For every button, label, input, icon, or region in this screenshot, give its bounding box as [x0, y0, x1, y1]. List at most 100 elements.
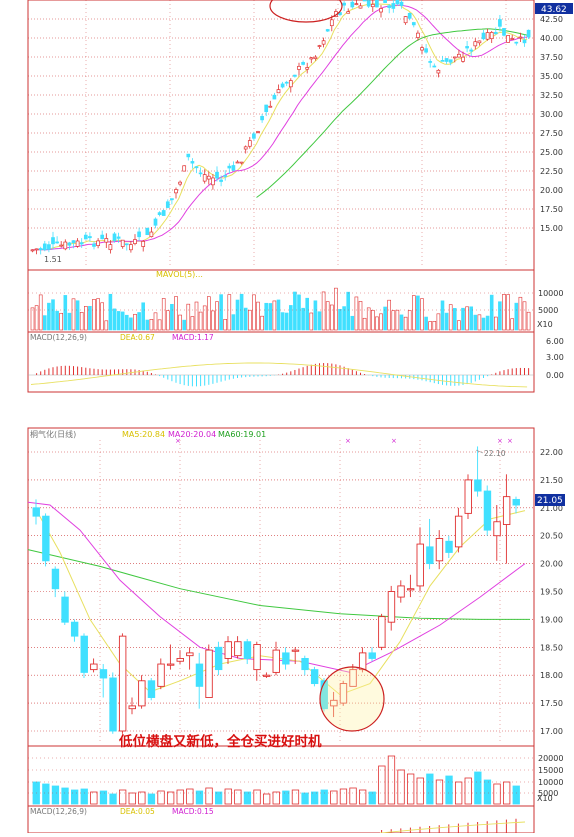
top-volume-axis: 10000 5000: [28, 289, 563, 315]
bottom-candle-body: [378, 616, 386, 648]
bottom-candle-body: [61, 596, 69, 623]
bottom-candle-body: [118, 635, 127, 732]
top-candle-body: [223, 175, 228, 177]
top-candles: [30, 0, 531, 255]
top-volume-bar: [272, 300, 277, 331]
top-volume-bar: [485, 315, 490, 331]
bottom-volume-bar: [378, 765, 386, 805]
bottom-volume-bar: [186, 788, 194, 805]
bottom-y-tick-label: 19.00: [540, 615, 563, 624]
bottom-volume-bar: [406, 773, 415, 805]
bottom-candle-body: [416, 543, 424, 587]
bottom-y-tick-label: 20.00: [540, 560, 563, 569]
top-macd-histogram: [28, 362, 534, 388]
top-volume-bar: [260, 315, 264, 331]
top-candle-body: [461, 56, 465, 62]
top-candle-body: [469, 49, 474, 52]
bottom-ma60-label: MA60:19.01: [218, 430, 266, 439]
top-candle-body: [79, 242, 84, 245]
bottom-candle-body: [253, 644, 261, 671]
top-candle-body: [387, 5, 392, 8]
top-volume-tick-label: 5000: [538, 306, 558, 315]
top-candle-body: [38, 248, 43, 251]
top-candle-body: [129, 244, 133, 251]
top-macd-tick-label: 3.00: [546, 353, 564, 362]
top-volume-bar: [34, 305, 39, 331]
top-price-axis: 15.00 17.50 20.00 22.50 25.00 27.50 30.00 32.50…: [540, 15, 563, 233]
top-candle-body: [379, 8, 383, 13]
bottom-candle-body: [406, 588, 415, 591]
top-candle-body: [452, 56, 457, 59]
top-y-tick-label: 15.00: [540, 224, 563, 233]
top-candle-body: [215, 171, 219, 179]
top-volume-bar: [432, 321, 437, 331]
top-volume-bar: [268, 303, 273, 331]
top-price-label: 43.62: [541, 5, 567, 15]
top-candle-body: [350, 1, 355, 8]
bottom-stock-name: 桐气化(日线): [30, 429, 76, 439]
bottom-candle-body: [474, 479, 482, 492]
top-candle-body: [219, 179, 223, 182]
bottom-y-tick-label: 19.50: [540, 588, 563, 597]
bottom-candle-body: [349, 669, 357, 687]
bottom-candle-body: [99, 669, 108, 679]
top-candle-body: [313, 56, 318, 59]
top-candle-body: [362, 0, 367, 2]
top-candle-body: [383, 0, 387, 4]
top-volume-bars: [30, 287, 531, 331]
top-candle-body: [502, 28, 506, 36]
top-macd-tick-label: 6.00: [546, 337, 564, 346]
top-candle-body: [83, 234, 88, 240]
top-candle-body: [407, 12, 412, 19]
top-volume-bar: [375, 316, 379, 331]
bottom-volume-bar: [166, 791, 175, 805]
top-volume-bar: [403, 316, 408, 331]
bottom-volume-bar: [214, 791, 223, 805]
top-candle-body: [108, 244, 113, 251]
top-candle-body: [272, 94, 277, 100]
bottom-y-tick-label: 20.50: [540, 532, 563, 541]
bottom-price-axis: 22.00 21.50 21.00 20.50 20.00 19.50 19.00 18.50…: [540, 448, 563, 736]
top-volume-bar: [67, 312, 72, 331]
bottom-volume-bar: [205, 787, 213, 805]
bottom-candle-body: [186, 652, 194, 657]
bottom-volume-tick-label: 10000: [538, 778, 563, 787]
top-candle-body: [202, 174, 207, 182]
top-candle-body: [239, 161, 244, 164]
top-candle-body: [424, 48, 428, 53]
bottom-volume-bar: [128, 792, 136, 805]
bottom-candle-body: [310, 669, 319, 685]
top-volume-bar: [264, 302, 269, 331]
top-volume-bar: [120, 311, 125, 331]
top-candle-body: [88, 236, 92, 239]
top-low-label: 1.51: [44, 255, 62, 264]
bottom-dea-label: DEA:0.05: [120, 807, 155, 816]
top-volume-bar: [248, 309, 252, 331]
bottom-volume-bar: [272, 791, 280, 805]
top-candle-body: [436, 69, 441, 74]
bottom-y-tick-label: 21.50: [540, 476, 563, 485]
top-volume-bar: [104, 320, 109, 331]
bottom-ma60-line: [27, 549, 530, 620]
bottom-volume-unit: X10: [537, 794, 553, 803]
bottom-volume-bar: [512, 785, 520, 805]
top-volume-bar: [55, 310, 59, 331]
bottom-ma20-label: MA20:20.04: [168, 430, 216, 439]
top-volume-bar: [522, 301, 527, 331]
top-volume-bar: [321, 291, 326, 331]
top-volume-bar: [190, 316, 195, 331]
top-candle-body: [170, 198, 174, 201]
top-candle-body: [391, 3, 396, 9]
top-candle-body: [247, 140, 252, 147]
top-candle-body: [420, 47, 424, 51]
top-candle-body: [264, 104, 269, 112]
top-volume-bar: [387, 299, 392, 331]
bottom-candle-body: [51, 568, 60, 590]
top-candle-body: [141, 241, 146, 247]
bottom-volume-bar: [502, 781, 511, 805]
bottom-candles: [32, 446, 520, 734]
bottom-candle-body: [176, 658, 184, 662]
top-candle-body: [211, 177, 215, 186]
top-volume-bar: [79, 312, 84, 331]
top-volume-bar: [301, 307, 305, 331]
